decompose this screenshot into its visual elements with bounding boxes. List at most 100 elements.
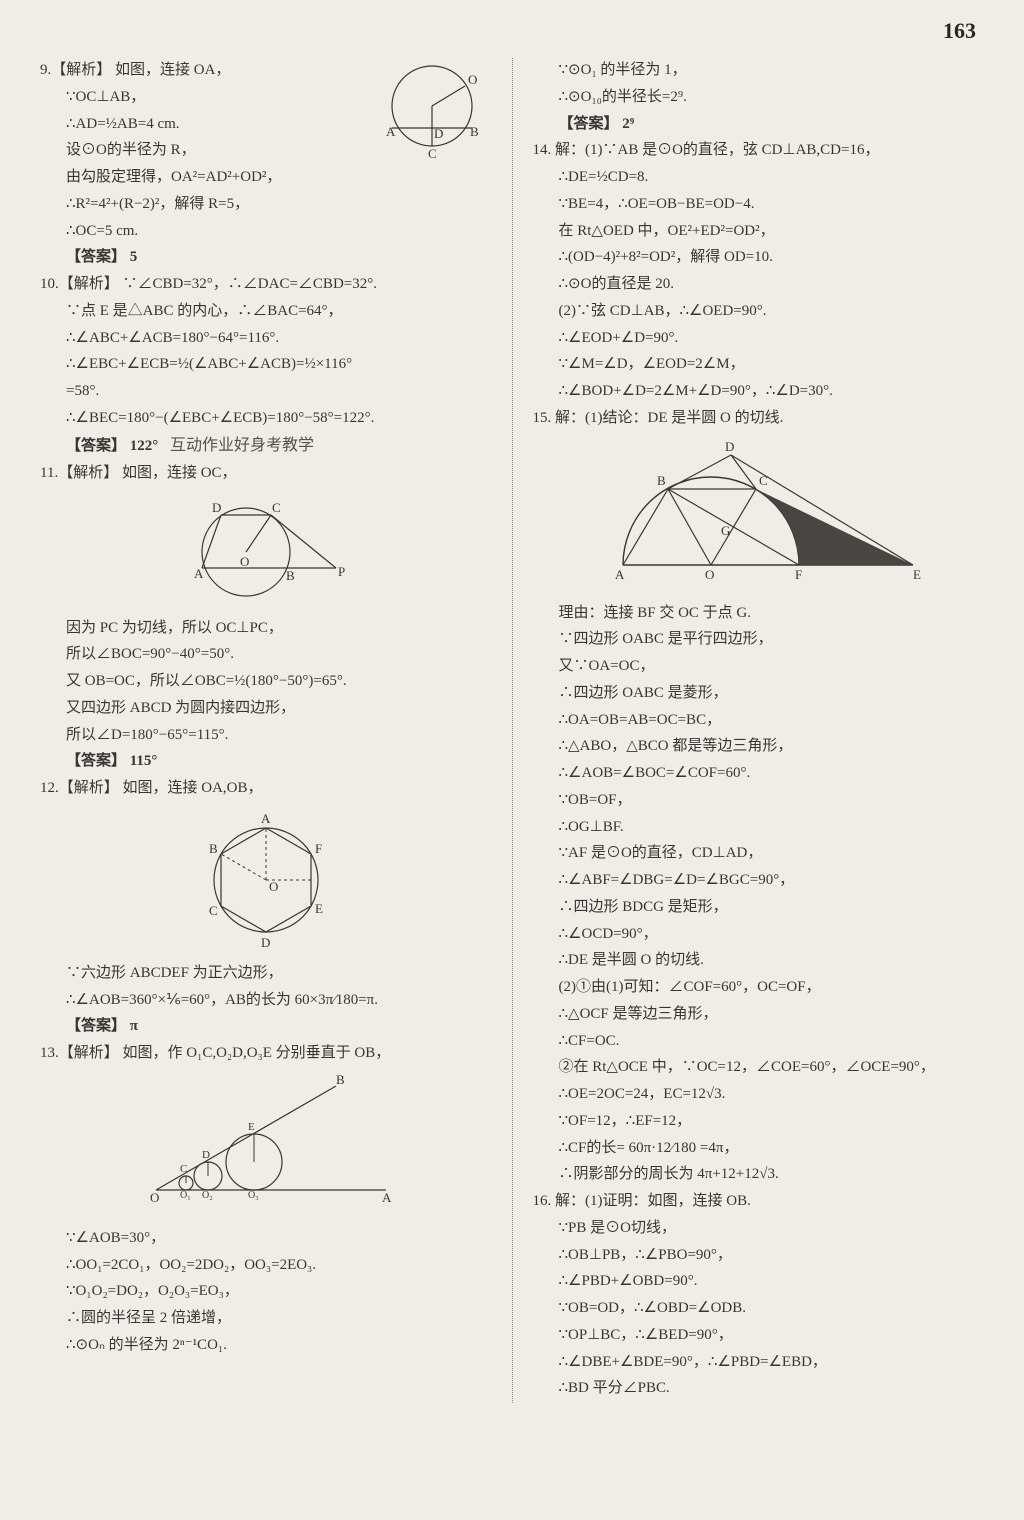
q15-l11: ∴四边形 BDCG 是矩形，	[533, 895, 985, 920]
q14-l3: ∴(OD−4)²+8²=OD²，解得 OD=10.	[533, 245, 985, 270]
svg-text:A: A	[194, 566, 204, 581]
q15-l8: ∴OG⊥BF.	[533, 815, 985, 840]
svg-text:A: A	[615, 567, 625, 582]
q16-block: 16. 解：(1)证明：如图，连接 OB. ∵PB 是⊙O切线， ∴OB⊥PB，…	[533, 1189, 985, 1401]
svg-text:E: E	[248, 1121, 255, 1133]
svg-text:B: B	[470, 124, 479, 139]
two-column-layout: O A B C D 9.【解析】 如图，连接 OA， ∵OC⊥AB， ∴AD=½…	[32, 58, 992, 1403]
q15-block: 15. 解：(1)结论：DE 是半圆 O 的切线. A B C D E F	[533, 406, 985, 1187]
q15-l3: ∴四边形 OABC 是菱形，	[533, 681, 985, 706]
svg-text:D: D	[434, 126, 443, 141]
svg-text:C: C	[272, 500, 281, 515]
svg-text:D: D	[725, 439, 734, 454]
q12-l0: ∵六边形 ABCDEF 为正六边形，	[40, 961, 492, 986]
q14-l7: ∵∠M=∠D，∠EOD=2∠M，	[533, 352, 985, 377]
q13-l0: ∵∠AOB=30°，	[40, 1226, 492, 1251]
svg-text:B: B	[286, 568, 295, 583]
svg-text:O: O	[705, 567, 714, 582]
q10-block: 10.【解析】 ∵∠CBD=32°，∴∠DAC=∠CBD=32°. ∵点 E 是…	[40, 272, 492, 459]
svg-text:C: C	[209, 903, 218, 918]
q9-l5: ∴OC=5 cm.	[40, 219, 492, 244]
q9-answer: 【答案】 5	[40, 245, 492, 270]
q15-l14: (2)①由(1)可知：∠COF=60°，OC=OF，	[533, 975, 985, 1000]
q13-l2: ∵O₁O₂=DO₂，O₂O₃=EO₃，	[40, 1279, 492, 1304]
q16-l0: ∵PB 是⊙O切线，	[533, 1216, 985, 1241]
svg-text:O₂: O₂	[202, 1190, 213, 1201]
svg-text:C: C	[180, 1163, 187, 1175]
q14-l6: ∴∠EOD+∠D=90°.	[533, 326, 985, 351]
q16-l1: ∴OB⊥PB，∴∠PBO=90°，	[533, 1243, 985, 1268]
q15-l21: ∴阴影部分的周长为 4π+12+12√3.	[533, 1162, 985, 1187]
svg-text:O₃: O₃	[248, 1190, 259, 1201]
q13-l1: ∴OO₁=2CO₁，OO₂=2DO₂，OO₃=2EO₃.	[40, 1253, 492, 1278]
q12-l1: ∴∠AOB=360°×⅙=60°，AB的长为 60×3π⁄180=π.	[40, 988, 492, 1013]
q13-l3: ∴圆的半径呈 2 倍递增，	[40, 1306, 492, 1331]
q10-header: 10.【解析】 ∵∠CBD=32°，∴∠DAC=∠CBD=32°.	[40, 272, 492, 297]
q9-figure: O A B C D	[372, 58, 492, 168]
q9-block: O A B C D 9.【解析】 如图，连接 OA， ∵OC⊥AB， ∴AD=½…	[40, 58, 492, 272]
q14-l4: ∴⊙O的直径是 20.	[533, 272, 985, 297]
q14-l0: ∴DE=½CD=8.	[533, 165, 985, 190]
svg-text:B: B	[657, 473, 666, 488]
q15-l7: ∵OB=OF，	[533, 788, 985, 813]
svg-text:B: B	[336, 1072, 345, 1087]
handwriting-note: 互动作业好身考教学	[170, 433, 314, 459]
svg-text:G: G	[721, 523, 730, 538]
q13-figure: O A B C D E O₁ O₂ O₃	[136, 1070, 396, 1220]
q15-l10: ∴∠ABF=∠DBG=∠D=∠BGC=90°，	[533, 868, 985, 893]
svg-text:O: O	[240, 554, 249, 569]
q12-block: 12.【解析】 如图，连接 OA,OB， A B C D E F O ∵六边形 …	[40, 776, 492, 1039]
q15-header: 15. 解：(1)结论：DE 是半圆 O 的切线.	[533, 406, 985, 431]
q15-l6: ∴∠AOB=∠BOC=∠COF=60°.	[533, 761, 985, 786]
q13c-l1: ∴⊙O₁₀的半径长=2⁹.	[533, 85, 985, 110]
svg-text:E: E	[913, 567, 921, 582]
q15-l15: ∴△OCF 是等边三角形，	[533, 1002, 985, 1027]
q16-header: 16. 解：(1)证明：如图，连接 OB.	[533, 1189, 985, 1214]
q16-l5: ∴∠DBE+∠BDE=90°，∴∠PBD=∠EBD，	[533, 1350, 985, 1375]
q14-l2: 在 Rt△OED 中，OE²+ED²=OD²，	[533, 219, 985, 244]
q11-l1: 所以∠BOC=90°−40°=50°.	[40, 642, 492, 667]
q15-l4: ∴OA=OB=AB=OC=BC，	[533, 708, 985, 733]
svg-text:C: C	[428, 146, 437, 161]
q16-l2: ∴∠PBD+∠OBD=90°.	[533, 1269, 985, 1294]
q11-figure: A B C D O P	[166, 490, 366, 610]
q13c-l0: ∵⊙O₁ 的半径为 1，	[533, 58, 985, 83]
q10-l2: ∴∠EBC+∠ECB=½(∠ABC+∠ACB)=½×116°	[40, 352, 492, 377]
right-column: ∵⊙O₁ 的半径为 1， ∴⊙O₁₀的半径长=2⁹. 【答案】 2⁹ 14. 解…	[517, 58, 993, 1403]
q11-answer: 【答案】 115°	[40, 749, 492, 774]
svg-text:E: E	[315, 901, 323, 916]
q11-header: 11.【解析】 如图，连接 OC，	[40, 461, 492, 486]
svg-text:A: A	[261, 811, 271, 826]
q10-l0: ∵点 E 是△ABC 的内心，∴∠BAC=64°，	[40, 299, 492, 324]
q11-l2: 又 OB=OC，所以∠OBC=½(180°−50°)=65°.	[40, 669, 492, 694]
q16-l3: ∵OB=OD，∴∠OBD=∠ODB.	[533, 1296, 985, 1321]
svg-text:O: O	[468, 72, 477, 87]
q15-l9: ∵AF 是⊙O的直径，CD⊥AD，	[533, 841, 985, 866]
svg-text:O: O	[150, 1190, 159, 1205]
q14-header: 14. 解：(1)∵AB 是⊙O的直径，弦 CD⊥AB,CD=16，	[533, 138, 985, 163]
q15-l20: ∴CF的长= 60π·12⁄180 =4π，	[533, 1136, 985, 1161]
q11-l0: 因为 PC 为切线，所以 OC⊥PC，	[40, 616, 492, 641]
q11-l3: 又四边形 ABCD 为圆内接四边形，	[40, 696, 492, 721]
q14-l1: ∵BE=4，∴OE=OB−BE=OD−4.	[533, 192, 985, 217]
page-number: 163	[943, 18, 976, 44]
q15-l18: ∴OE=2OC=24，EC=12√3.	[533, 1082, 985, 1107]
q15-l5: ∴△ABO，△BCO 都是等边三角形，	[533, 734, 985, 759]
q14-block: 14. 解：(1)∵AB 是⊙O的直径，弦 CD⊥AB,CD=16， ∴DE=½…	[533, 138, 985, 404]
q15-l12: ∴∠OCD=90°，	[533, 922, 985, 947]
q16-l6: ∴BD 平分∠PBC.	[533, 1376, 985, 1401]
q14-l8: ∴∠BOD+∠D=2∠M+∠D=90°，∴∠D=30°.	[533, 379, 985, 404]
q10-l1: ∴∠ABC+∠ACB=180°−64°=116°.	[40, 326, 492, 351]
q15-figure: A B C D E F G O	[593, 435, 923, 595]
svg-text:P: P	[338, 564, 345, 579]
q10-l4: ∴∠BEC=180°−(∠EBC+∠ECB)=180°−58°=122°.	[40, 406, 492, 431]
q10-answer: 【答案】 122°	[66, 438, 158, 454]
svg-text:F: F	[315, 841, 322, 856]
q15-l2: 又∵OA=OC，	[533, 654, 985, 679]
q10-l3: =58°.	[40, 379, 492, 404]
svg-text:D: D	[261, 935, 270, 950]
q13-cont-block: ∵⊙O₁ 的半径为 1， ∴⊙O₁₀的半径长=2⁹. 【答案】 2⁹	[533, 58, 985, 136]
svg-text:D: D	[202, 1149, 210, 1161]
svg-text:O₁: O₁	[180, 1190, 191, 1201]
q13-l4: ∴⊙Oₙ 的半径为 2ⁿ⁻¹CO₁.	[40, 1333, 492, 1358]
